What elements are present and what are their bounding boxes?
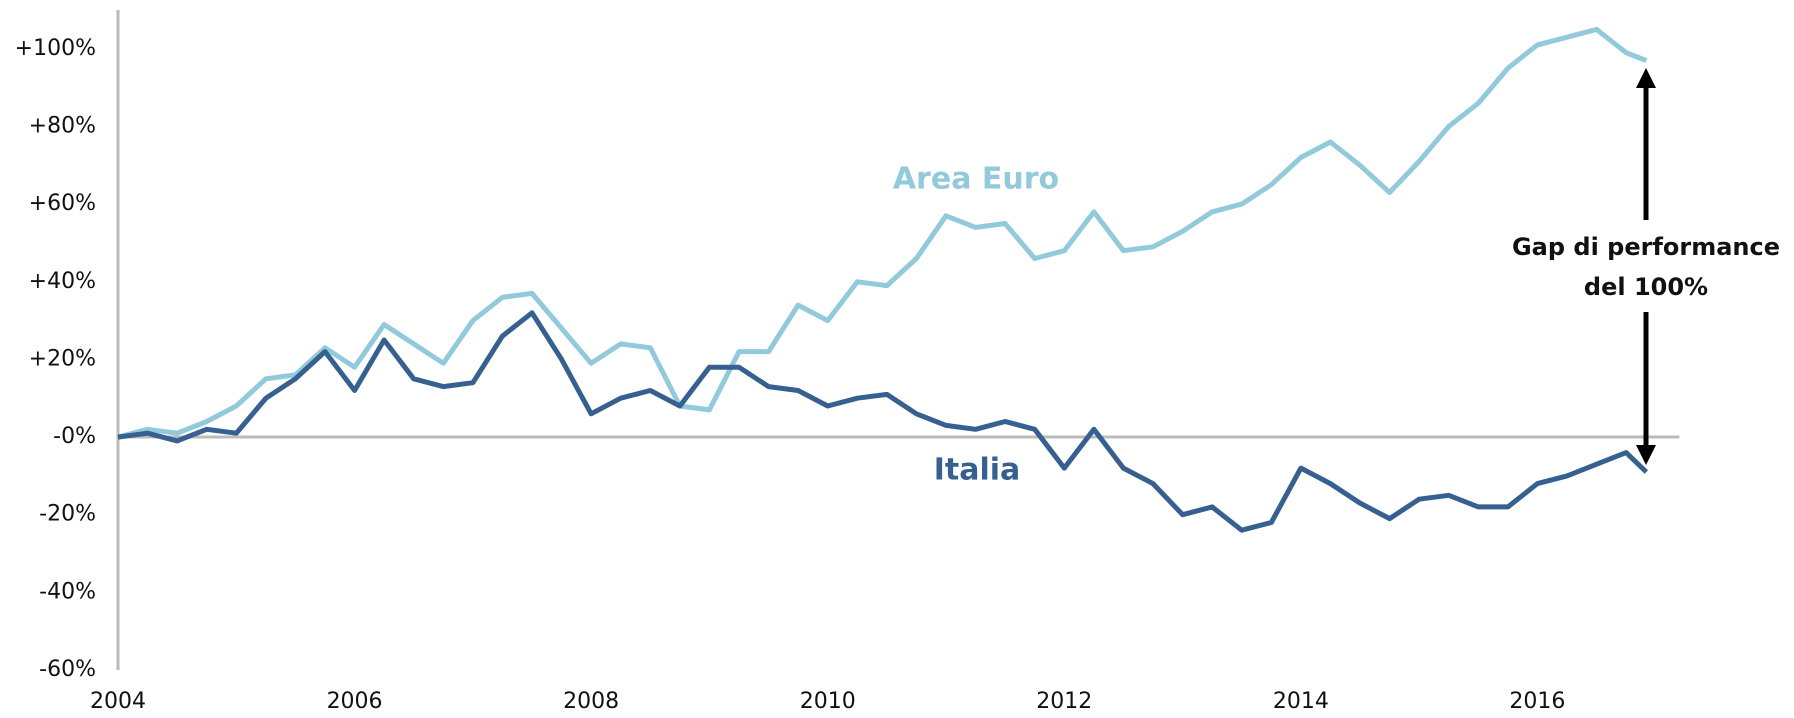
y-tick-label: -60% — [39, 657, 96, 682]
x-tick-label: 2006 — [327, 689, 383, 714]
series-label: Area Euro — [893, 162, 1059, 197]
x-tick-label: 2004 — [90, 689, 146, 714]
annotation: del 100% — [1584, 273, 1708, 301]
line-series — [117, 310, 1649, 533]
y-tick-label: +80% — [29, 113, 96, 138]
annotation: Gap di performance — [1512, 233, 1780, 261]
y-tick-label: +20% — [29, 346, 96, 371]
y-tick-label: +100% — [15, 36, 96, 61]
x-tick-label: 2016 — [1509, 689, 1565, 714]
y-tick-label: -20% — [39, 502, 96, 527]
x-tick-label: 2008 — [563, 689, 619, 714]
x-tick-label: 2010 — [800, 689, 856, 714]
x-tick-label: 2012 — [1036, 689, 1092, 714]
x-tick-label: 2014 — [1273, 689, 1329, 714]
y-tick-label: +60% — [29, 191, 96, 216]
y-tick-label: +40% — [29, 269, 96, 294]
series-label: Italia — [934, 453, 1021, 488]
line-series — [117, 26, 1648, 440]
y-tick-label: -0% — [53, 424, 96, 449]
y-tick-label: -40% — [39, 579, 96, 604]
